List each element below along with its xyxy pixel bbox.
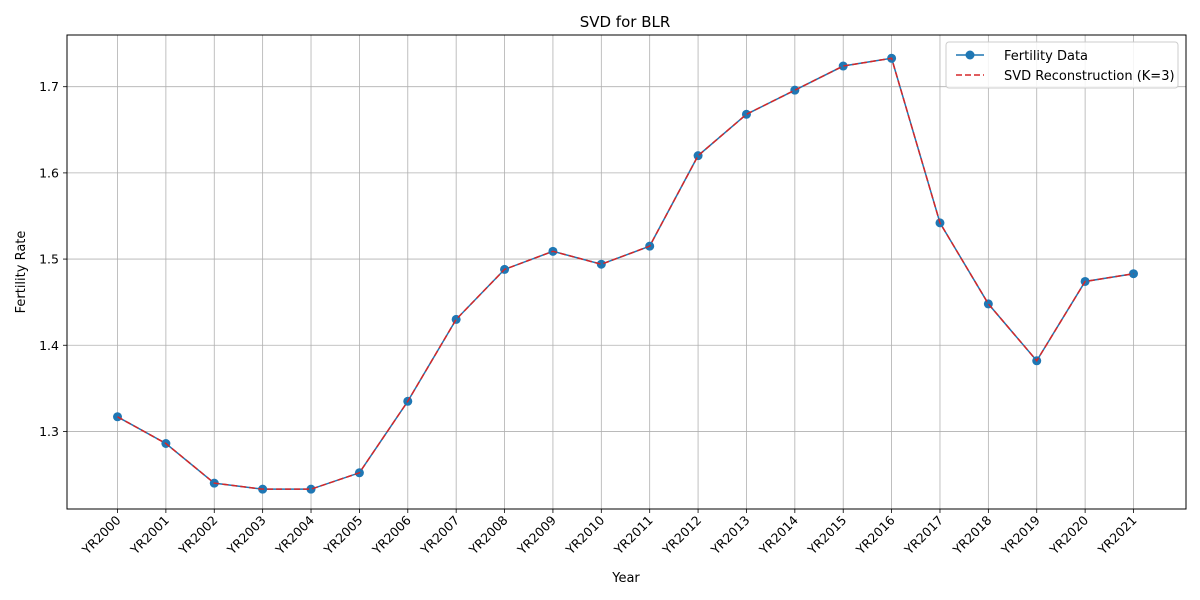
x-axis-label: Year [611, 571, 640, 586]
x-tick-label: YR2020 [1046, 512, 1091, 557]
x-tick-label: YR2009 [514, 512, 559, 557]
y-tick-label: 1.5 [39, 252, 59, 267]
x-axis-ticks: YR2000 YR2001 YR2002 YR2003 YR2004 YR2005 YR20… [78, 509, 1140, 558]
y-axis-label: Fertility Rate [14, 231, 29, 314]
x-tick-label: YR2018 [949, 512, 994, 557]
x-tick-label: YR2000 [78, 512, 123, 557]
x-tick-label: YR2015 [804, 513, 849, 558]
x-tick-label: YR2004 [272, 512, 317, 557]
data-point-fertility-data [838, 61, 848, 71]
x-tick-label: YR2016 [852, 512, 897, 557]
plot-area-frame [66, 34, 1187, 510]
y-tick-label: 1.6 [39, 165, 59, 180]
chart-title: SVD for BLR [580, 13, 671, 31]
x-tick-label: YR2012 [659, 513, 704, 558]
x-tick-label: YR2014 [756, 512, 801, 557]
x-tick-label: YR2011 [610, 513, 655, 558]
x-tick-label: YR2021 [1094, 513, 1139, 558]
x-tick-label: YR2008 [465, 512, 510, 557]
x-tick-label: YR2001 [127, 513, 172, 558]
y-axis-ticks: 1.3 1.4 1.5 1.6 1.7 [39, 79, 67, 439]
legend: Fertility Data SVD Reconstruction (K=3) [945, 41, 1179, 89]
series-line-fertility-data [117, 57, 1134, 490]
x-tick-label: YR2002 [175, 513, 220, 558]
x-tick-label: YR2013 [707, 513, 752, 558]
x-tick-label: YR2007 [417, 513, 462, 558]
x-tick-label: YR2006 [369, 512, 414, 557]
y-tick-label: 1.4 [39, 338, 59, 353]
legend-marker-fertility-data [965, 50, 975, 60]
legend-box [945, 41, 1179, 89]
x-tick-label: YR2005 [320, 513, 365, 558]
data-point-fertility-data [306, 484, 316, 494]
y-tick-label: 1.7 [39, 79, 59, 94]
legend-label-fertility-data: Fertility Data [1004, 49, 1088, 64]
y-tick-label: 1.3 [39, 424, 59, 439]
grid [67, 35, 1186, 509]
data-point-fertility-data [596, 259, 606, 269]
legend-label-svd-reconstruction: SVD Reconstruction (K=3) [1004, 69, 1175, 84]
x-tick-label: YR2010 [562, 512, 607, 557]
series-layer [113, 53, 1138, 494]
x-tick-label: YR2003 [223, 513, 268, 558]
x-tick-label: YR2019 [998, 512, 1043, 557]
x-tick-label: YR2017 [901, 513, 946, 558]
series-line-svd-reconstruction [117, 57, 1134, 490]
data-point-fertility-data [790, 85, 800, 95]
